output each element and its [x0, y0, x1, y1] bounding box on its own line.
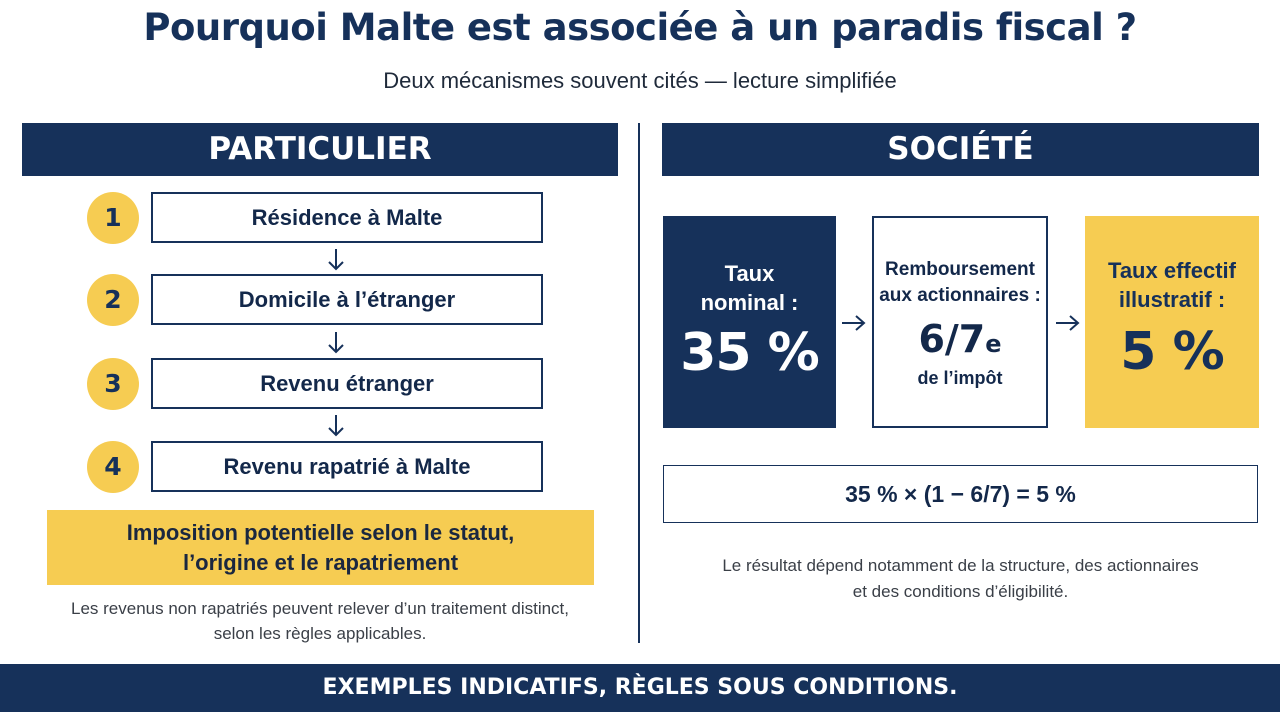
- effective-label-line-2: illustratif :: [1118, 287, 1226, 312]
- arrow-right-icon: [1056, 315, 1080, 331]
- step-number-2: 2: [87, 274, 139, 326]
- page-title: Pourquoi Malte est associée à un paradis…: [143, 6, 1137, 49]
- effective-rate-box: Taux effectif illustratif : 5 %: [1085, 216, 1259, 428]
- step-number-3: 3: [87, 358, 139, 410]
- callout-line-1: Imposition potentielle selon le statut,: [126, 520, 515, 545]
- page-subtitle: Deux mécanismes souvent cités — lecture …: [383, 68, 897, 93]
- step-number-4: 4: [87, 441, 139, 493]
- nominal-label-line-2: nominal :: [700, 290, 799, 315]
- nominal-rate-box: Taux nominal : 35 %: [663, 216, 836, 428]
- societe-note-line-2: et des conditions d’éligibilité.: [852, 582, 1069, 601]
- footer-banner: EXEMPLES INDICATIFS, RÈGLES SOUS CONDITI…: [0, 664, 1280, 712]
- particulier-note-line-1: Les revenus non rapatriés peuvent releve…: [71, 599, 569, 618]
- nominal-rate-value: 35 %: [680, 323, 820, 383]
- societe-note-line-1: Le résultat dépend notamment de la struc…: [722, 556, 1199, 575]
- effective-rate-value: 5 %: [1120, 322, 1224, 382]
- nominal-label-line-1: Taux: [724, 261, 775, 286]
- formula-box: 35 % × (1 − 6/7) = 5 %: [663, 465, 1258, 523]
- step-box-revenu-rapatrie: Revenu rapatrié à Malte: [151, 441, 543, 492]
- arrow-down-icon: [328, 332, 344, 354]
- effective-label-line-1: Taux effectif: [1108, 258, 1236, 283]
- arrow-right-icon: [842, 315, 866, 331]
- arrow-down-icon: [328, 415, 344, 437]
- refund-suffix: e: [985, 330, 1002, 358]
- refund-sub: de l’impôt: [917, 368, 1003, 388]
- step-box-domicile: Domicile à l’étranger: [151, 274, 543, 325]
- arrow-down-icon: [328, 249, 344, 271]
- particulier-callout: Imposition potentielle selon le statut, …: [47, 510, 594, 585]
- societe-heading: SOCIÉTÉ: [662, 123, 1259, 176]
- refund-label-line-1: Remboursement: [885, 259, 1035, 280]
- step-box-residence: Résidence à Malte: [151, 192, 543, 243]
- callout-line-2: l’origine et le rapatriement: [182, 550, 459, 575]
- step-box-revenu-etranger: Revenu étranger: [151, 358, 543, 409]
- societe-note: Le résultat dépend notamment de la struc…: [662, 553, 1259, 605]
- column-divider: [638, 123, 640, 643]
- particulier-note: Les revenus non rapatriés peuvent releve…: [22, 596, 618, 646]
- particulier-note-line-2: selon les règles applicables.: [213, 624, 427, 643]
- refund-value-line: 6/7e: [874, 317, 1046, 366]
- refund-box: Remboursement aux actionnaires : 6/7e de…: [872, 216, 1048, 428]
- refund-label-line-2: aux actionnaires :: [879, 285, 1041, 306]
- refund-fraction: 6/7: [918, 317, 986, 361]
- particulier-heading: PARTICULIER: [22, 123, 618, 176]
- step-number-1: 1: [87, 192, 139, 244]
